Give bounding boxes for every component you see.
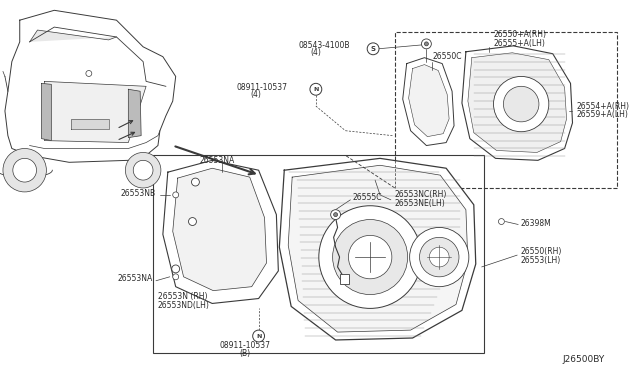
Text: 26553N (RH): 26553N (RH) — [158, 292, 207, 301]
Text: 26553NE(LH): 26553NE(LH) — [395, 199, 445, 208]
Circle shape — [331, 210, 340, 219]
Circle shape — [348, 235, 392, 279]
Text: 26553ND(LH): 26553ND(LH) — [158, 301, 210, 310]
Circle shape — [319, 206, 422, 308]
Polygon shape — [42, 83, 51, 141]
Text: 26555C: 26555C — [353, 193, 382, 202]
Circle shape — [173, 274, 179, 280]
Circle shape — [189, 218, 196, 225]
Circle shape — [173, 192, 179, 198]
Text: N: N — [256, 334, 261, 339]
Circle shape — [125, 153, 161, 188]
Bar — [153, 155, 484, 353]
Circle shape — [3, 148, 46, 192]
Polygon shape — [5, 10, 176, 162]
Text: (B): (B) — [239, 349, 250, 358]
Circle shape — [504, 86, 539, 122]
Text: 26398M: 26398M — [520, 219, 551, 228]
Text: 26559+A(LH): 26559+A(LH) — [577, 110, 628, 119]
Circle shape — [422, 39, 431, 49]
Text: 26550+A(RH): 26550+A(RH) — [493, 31, 547, 39]
Text: 08911-10537: 08911-10537 — [220, 341, 270, 350]
Circle shape — [191, 178, 200, 186]
Polygon shape — [468, 53, 566, 153]
Text: (4): (4) — [310, 48, 321, 57]
Text: 08911-10537: 08911-10537 — [237, 83, 288, 92]
Text: (4): (4) — [251, 90, 262, 99]
Polygon shape — [163, 160, 278, 304]
Polygon shape — [279, 158, 476, 340]
Circle shape — [310, 83, 322, 95]
Circle shape — [172, 265, 180, 273]
Polygon shape — [29, 30, 116, 42]
Polygon shape — [71, 119, 109, 129]
Circle shape — [429, 247, 449, 267]
Text: 26554+A(RH): 26554+A(RH) — [577, 102, 630, 110]
Circle shape — [410, 227, 469, 287]
Bar — [340, 274, 349, 284]
Text: 26553NB: 26553NB — [121, 189, 156, 198]
Circle shape — [86, 71, 92, 76]
Text: S: S — [371, 46, 376, 52]
Circle shape — [333, 213, 337, 217]
Polygon shape — [128, 89, 141, 138]
Text: 26555+A(LH): 26555+A(LH) — [493, 39, 545, 48]
Polygon shape — [409, 65, 449, 137]
Circle shape — [424, 42, 428, 46]
Polygon shape — [173, 168, 266, 291]
Text: 26553NB: 26553NB — [351, 220, 385, 229]
Polygon shape — [462, 46, 573, 160]
Text: 26553NA: 26553NA — [200, 156, 235, 165]
Polygon shape — [403, 58, 454, 145]
Text: 26553NA: 26553NA — [118, 274, 153, 283]
Bar — [395, 32, 617, 188]
Text: 26550C: 26550C — [433, 52, 462, 61]
Circle shape — [367, 43, 379, 55]
Text: 08543-4100B: 08543-4100B — [298, 41, 349, 50]
Circle shape — [13, 158, 36, 182]
Polygon shape — [44, 81, 146, 142]
Circle shape — [419, 237, 459, 277]
Text: 26553NC(RH): 26553NC(RH) — [395, 190, 447, 199]
Circle shape — [253, 330, 264, 342]
Circle shape — [499, 219, 504, 224]
Circle shape — [493, 76, 549, 132]
Text: 26550(RH): 26550(RH) — [520, 247, 561, 256]
Text: 26553(LH): 26553(LH) — [520, 256, 561, 264]
Circle shape — [133, 160, 153, 180]
Circle shape — [333, 219, 408, 295]
Text: J26500BY: J26500BY — [563, 355, 605, 364]
Polygon shape — [288, 165, 468, 332]
Text: N: N — [313, 87, 319, 92]
